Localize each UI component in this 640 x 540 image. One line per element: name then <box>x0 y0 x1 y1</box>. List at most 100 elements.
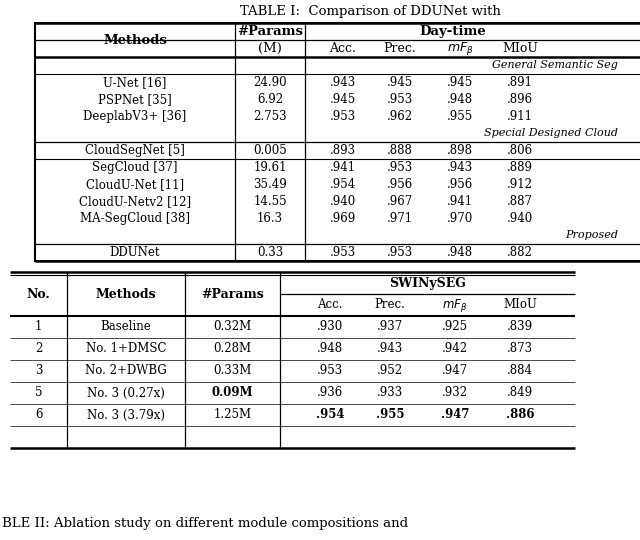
Text: 2: 2 <box>35 342 42 355</box>
Text: .971: .971 <box>387 212 413 225</box>
Text: BLE II: Ablation study on different module compositions and: BLE II: Ablation study on different modu… <box>2 517 408 530</box>
Text: 1: 1 <box>35 321 42 334</box>
Text: .911: .911 <box>507 110 533 123</box>
Text: 0.33: 0.33 <box>257 246 283 259</box>
Text: .945: .945 <box>330 93 356 106</box>
Text: .943: .943 <box>377 342 403 355</box>
Text: $mF_{\beta}$: $mF_{\beta}$ <box>447 40 474 57</box>
Text: .893: .893 <box>330 144 356 157</box>
Text: #Params: #Params <box>201 287 264 300</box>
Text: .912: .912 <box>507 178 533 191</box>
Text: .888: .888 <box>387 144 413 157</box>
Text: 0.32M: 0.32M <box>213 321 252 334</box>
Text: .889: .889 <box>507 161 533 174</box>
Text: $mF_{\beta}$: $mF_{\beta}$ <box>442 296 468 314</box>
Text: Methods: Methods <box>96 287 156 300</box>
Text: .953: .953 <box>387 246 413 259</box>
Text: 0.005: 0.005 <box>253 144 287 157</box>
Text: .937: .937 <box>377 321 403 334</box>
Text: PSPNet [35]: PSPNet [35] <box>98 93 172 106</box>
Text: Special Designed Cloud: Special Designed Cloud <box>484 129 618 138</box>
Text: .956: .956 <box>387 178 413 191</box>
Text: 5: 5 <box>35 387 42 400</box>
Text: #Params: #Params <box>237 25 303 38</box>
Text: .953: .953 <box>387 93 413 106</box>
Text: DDUNet: DDUNet <box>109 246 160 259</box>
Text: Acc.: Acc. <box>317 299 343 312</box>
Text: .954: .954 <box>316 408 344 422</box>
Text: No. 3 (0.27x): No. 3 (0.27x) <box>87 387 165 400</box>
Text: .941: .941 <box>330 161 356 174</box>
Text: CloudSegNet [5]: CloudSegNet [5] <box>85 144 185 157</box>
Text: .887: .887 <box>507 195 533 208</box>
Text: 0.28M: 0.28M <box>213 342 252 355</box>
Text: No. 1+DMSC: No. 1+DMSC <box>86 342 166 355</box>
Text: MA-SegCloud [38]: MA-SegCloud [38] <box>80 212 190 225</box>
Text: MIoU: MIoU <box>503 299 537 312</box>
Text: No. 3 (3.79x): No. 3 (3.79x) <box>87 408 165 422</box>
Text: Proposed: Proposed <box>565 231 618 240</box>
Text: .886: .886 <box>506 408 534 422</box>
Text: .898: .898 <box>447 144 473 157</box>
Text: DeeplabV3+ [36]: DeeplabV3+ [36] <box>83 110 187 123</box>
Text: 2.753: 2.753 <box>253 110 287 123</box>
Text: 3: 3 <box>35 364 42 377</box>
Text: .932: .932 <box>442 387 468 400</box>
Text: .953: .953 <box>387 161 413 174</box>
Text: TABLE I:  Comparison of DDUNet with: TABLE I: Comparison of DDUNet with <box>239 5 500 18</box>
Text: .962: .962 <box>387 110 413 123</box>
Text: .930: .930 <box>317 321 343 334</box>
Text: .882: .882 <box>507 246 533 259</box>
Text: Methods: Methods <box>103 33 167 46</box>
Text: (M): (M) <box>258 42 282 55</box>
Text: Prec.: Prec. <box>374 299 405 312</box>
Text: 1.25M: 1.25M <box>213 408 252 422</box>
Text: 16.3: 16.3 <box>257 212 283 225</box>
Text: Day-time: Day-time <box>419 25 486 38</box>
Text: No.: No. <box>27 287 51 300</box>
Text: CloudU-Netv2 [12]: CloudU-Netv2 [12] <box>79 195 191 208</box>
Text: .945: .945 <box>387 76 413 89</box>
Text: SWINySEG: SWINySEG <box>389 276 466 289</box>
Text: .947: .947 <box>442 364 468 377</box>
Bar <box>35 23 640 261</box>
Text: .953: .953 <box>317 364 343 377</box>
Text: .955: .955 <box>376 408 404 422</box>
Text: .948: .948 <box>447 246 473 259</box>
Text: .967: .967 <box>387 195 413 208</box>
Text: .947: .947 <box>441 408 469 422</box>
Text: .941: .941 <box>447 195 473 208</box>
Text: .806: .806 <box>507 144 533 157</box>
Text: .955: .955 <box>447 110 473 123</box>
Text: General Semantic Seg: General Semantic Seg <box>492 60 618 71</box>
Text: .933: .933 <box>377 387 403 400</box>
Text: Baseline: Baseline <box>100 321 152 334</box>
Text: .936: .936 <box>317 387 343 400</box>
Text: 19.61: 19.61 <box>253 161 287 174</box>
Text: 24.90: 24.90 <box>253 76 287 89</box>
Text: .873: .873 <box>507 342 533 355</box>
Text: .948: .948 <box>317 342 343 355</box>
Text: 6.92: 6.92 <box>257 93 283 106</box>
Text: .839: .839 <box>507 321 533 334</box>
Text: .942: .942 <box>442 342 468 355</box>
Text: .943: .943 <box>447 161 473 174</box>
Text: 14.55: 14.55 <box>253 195 287 208</box>
Text: 35.49: 35.49 <box>253 178 287 191</box>
Text: .943: .943 <box>330 76 356 89</box>
Text: .969: .969 <box>330 212 356 225</box>
Text: .896: .896 <box>507 93 533 106</box>
Text: .945: .945 <box>447 76 473 89</box>
Text: 6: 6 <box>35 408 42 422</box>
Text: .925: .925 <box>442 321 468 334</box>
Text: .953: .953 <box>330 110 356 123</box>
Text: CloudU-Net [11]: CloudU-Net [11] <box>86 178 184 191</box>
Text: .970: .970 <box>447 212 473 225</box>
Text: .952: .952 <box>377 364 403 377</box>
Text: Acc.: Acc. <box>330 42 356 55</box>
Text: .891: .891 <box>507 76 533 89</box>
Text: .940: .940 <box>507 212 533 225</box>
Text: .953: .953 <box>330 246 356 259</box>
Text: .849: .849 <box>507 387 533 400</box>
Text: .954: .954 <box>330 178 356 191</box>
